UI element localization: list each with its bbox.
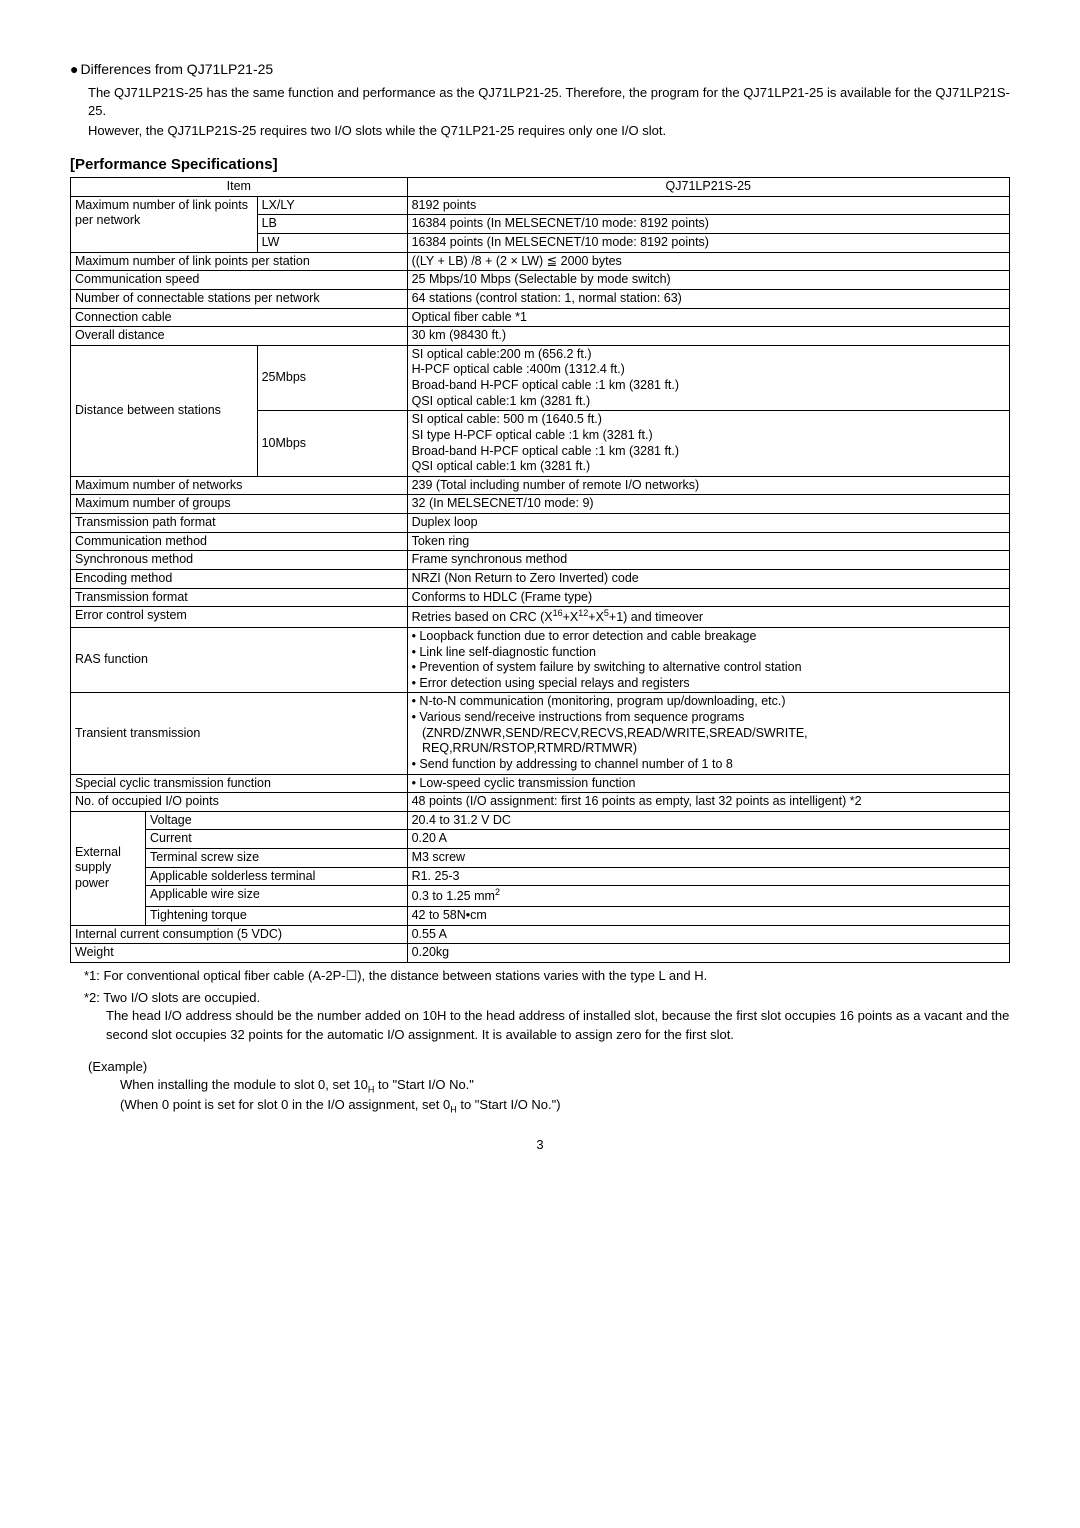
example-label: (Example): [88, 1058, 1010, 1076]
err-val: Retries based on CRC (X16+X12+X5+1) and …: [407, 607, 1009, 628]
wire-val: 0.3 to 1.25 mm2: [407, 886, 1009, 907]
th-model: QJ71LP21S-25: [407, 178, 1009, 197]
enc-label: Encoding method: [71, 569, 408, 588]
footnote-2: *2: Two I/O slots are occupied.: [84, 989, 1010, 1007]
occio-label: No. of occupied I/O points: [71, 793, 408, 812]
sync-val: Frame synchronous method: [407, 551, 1009, 570]
lb-label: LB: [257, 215, 407, 234]
commspeed-label: Communication speed: [71, 271, 408, 290]
d25-label: 25Mbps: [257, 345, 407, 411]
solder-label: Applicable solderless terminal: [146, 867, 408, 886]
maxnet-label: Maximum number of networks: [71, 476, 408, 495]
connstations-val: 64 stations (control station: 1, normal …: [407, 289, 1009, 308]
lb-val: 16384 points (In MELSECNET/10 mode: 8192…: [407, 215, 1009, 234]
footnote-1: *1: For conventional optical fiber cable…: [84, 967, 1010, 985]
curr-label: Current: [146, 830, 408, 849]
torque-val: 42 to 58N•cm: [407, 907, 1009, 926]
lxly-label: LX/LY: [257, 196, 407, 215]
conncable-val: Optical fiber cable *1: [407, 308, 1009, 327]
lw-label: LW: [257, 234, 407, 253]
linkpoints-label: Maximum number of link points per networ…: [71, 196, 258, 252]
overall-label: Overall distance: [71, 327, 408, 346]
page-number: 3: [70, 1136, 1010, 1154]
perf-heading: [Performance Specifications]: [70, 154, 1010, 175]
ras-label: RAS function: [71, 627, 408, 693]
intcurr-label: Internal current consumption (5 VDC): [71, 925, 408, 944]
tscrew-label: Terminal screw size: [146, 849, 408, 868]
trans-label: Transient transmission: [71, 693, 408, 774]
volt-label: Voltage: [146, 811, 408, 830]
txpath-label: Transmission path format: [71, 514, 408, 533]
curr-val: 0.20 A: [407, 830, 1009, 849]
ext-label: External supply power: [71, 811, 146, 925]
commeth-val: Token ring: [407, 532, 1009, 551]
spcyc-label: Special cyclic transmission function: [71, 774, 408, 793]
trans-val: • N-to-N communication (monitoring, prog…: [407, 693, 1009, 774]
solder-val: R1. 25-3: [407, 867, 1009, 886]
connstations-label: Number of connectable stations per netwo…: [71, 289, 408, 308]
d10-label: 10Mbps: [257, 411, 407, 477]
maxgrp-val: 32 (In MELSECNET/10 mode: 9): [407, 495, 1009, 514]
commspeed-val: 25 Mbps/10 Mbps (Selectable by mode swit…: [407, 271, 1009, 290]
diff-para1: The QJ71LP21S-25 has the same function a…: [88, 84, 1010, 120]
example-line2: (When 0 point is set for slot 0 in the I…: [120, 1096, 1010, 1116]
volt-val: 20.4 to 31.2 V DC: [407, 811, 1009, 830]
commeth-label: Communication method: [71, 532, 408, 551]
wire-label: Applicable wire size: [146, 886, 408, 907]
maxlink-label: Maximum number of link points per statio…: [71, 252, 408, 271]
torque-label: Tightening torque: [146, 907, 408, 926]
th-item: Item: [71, 178, 408, 197]
d10-val: SI optical cable: 500 m (1640.5 ft.) SI …: [407, 411, 1009, 477]
maxnet-val: 239 (Total including number of remote I/…: [407, 476, 1009, 495]
conncable-label: Connection cable: [71, 308, 408, 327]
sync-label: Synchronous method: [71, 551, 408, 570]
weight-val: 0.20kg: [407, 944, 1009, 963]
lxly-val: 8192 points: [407, 196, 1009, 215]
enc-val: NRZI (Non Return to Zero Inverted) code: [407, 569, 1009, 588]
txfmt-val: Conforms to HDLC (Frame type): [407, 588, 1009, 607]
intcurr-val: 0.55 A: [407, 925, 1009, 944]
diff-para2: However, the QJ71LP21S-25 requires two I…: [88, 122, 1010, 140]
footnote-2a: The head I/O address should be the numbe…: [106, 1007, 1010, 1043]
diff-heading: Differences from QJ71LP21-25: [70, 60, 1010, 80]
txfmt-label: Transmission format: [71, 588, 408, 607]
weight-label: Weight: [71, 944, 408, 963]
txpath-val: Duplex loop: [407, 514, 1009, 533]
err-label: Error control system: [71, 607, 408, 628]
d25-val: SI optical cable:200 m (656.2 ft.) H-PCF…: [407, 345, 1009, 411]
overall-val: 30 km (98430 ft.): [407, 327, 1009, 346]
ras-val: • Loopback function due to error detecti…: [407, 627, 1009, 693]
occio-val: 48 points (I/O assignment: first 16 poin…: [407, 793, 1009, 812]
example-line1: When installing the module to slot 0, se…: [120, 1076, 1010, 1096]
distbetween-label: Distance between stations: [71, 345, 258, 476]
lw-val: 16384 points (In MELSECNET/10 mode: 8192…: [407, 234, 1009, 253]
spcyc-val: • Low-speed cyclic transmission function: [407, 774, 1009, 793]
spec-table: Item QJ71LP21S-25 Maximum number of link…: [70, 177, 1010, 963]
maxgrp-label: Maximum number of groups: [71, 495, 408, 514]
tscrew-val: M3 screw: [407, 849, 1009, 868]
maxlink-val: ((LY + LB) /8 + (2 × LW) ≦ 2000 bytes: [407, 252, 1009, 271]
